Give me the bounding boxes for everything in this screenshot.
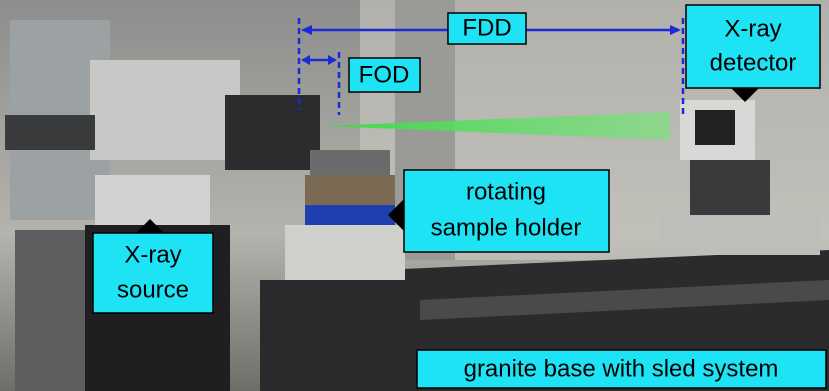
label-fod: FOD (349, 58, 420, 92)
label-source: X-ray source (93, 219, 213, 313)
label-text: FOD (359, 61, 410, 88)
label-text: rotating (466, 178, 546, 205)
label-text: source (117, 276, 189, 303)
label-sample-holder: rotating sample holder (388, 170, 609, 252)
label-text: detector (710, 49, 797, 76)
label-text: granite base with sled system (464, 355, 779, 382)
label-base: granite base with sled system (417, 350, 826, 388)
label-text: X-ray (724, 15, 781, 42)
label-text: sample holder (431, 214, 582, 241)
annotated-photo: FDD FOD X-ray detector rotating sample h… (0, 0, 829, 391)
label-text: X-ray (124, 241, 181, 268)
label-text: FDD (462, 14, 511, 41)
label-fdd: FDD (448, 13, 526, 44)
label-detector: X-ray detector (686, 5, 820, 102)
